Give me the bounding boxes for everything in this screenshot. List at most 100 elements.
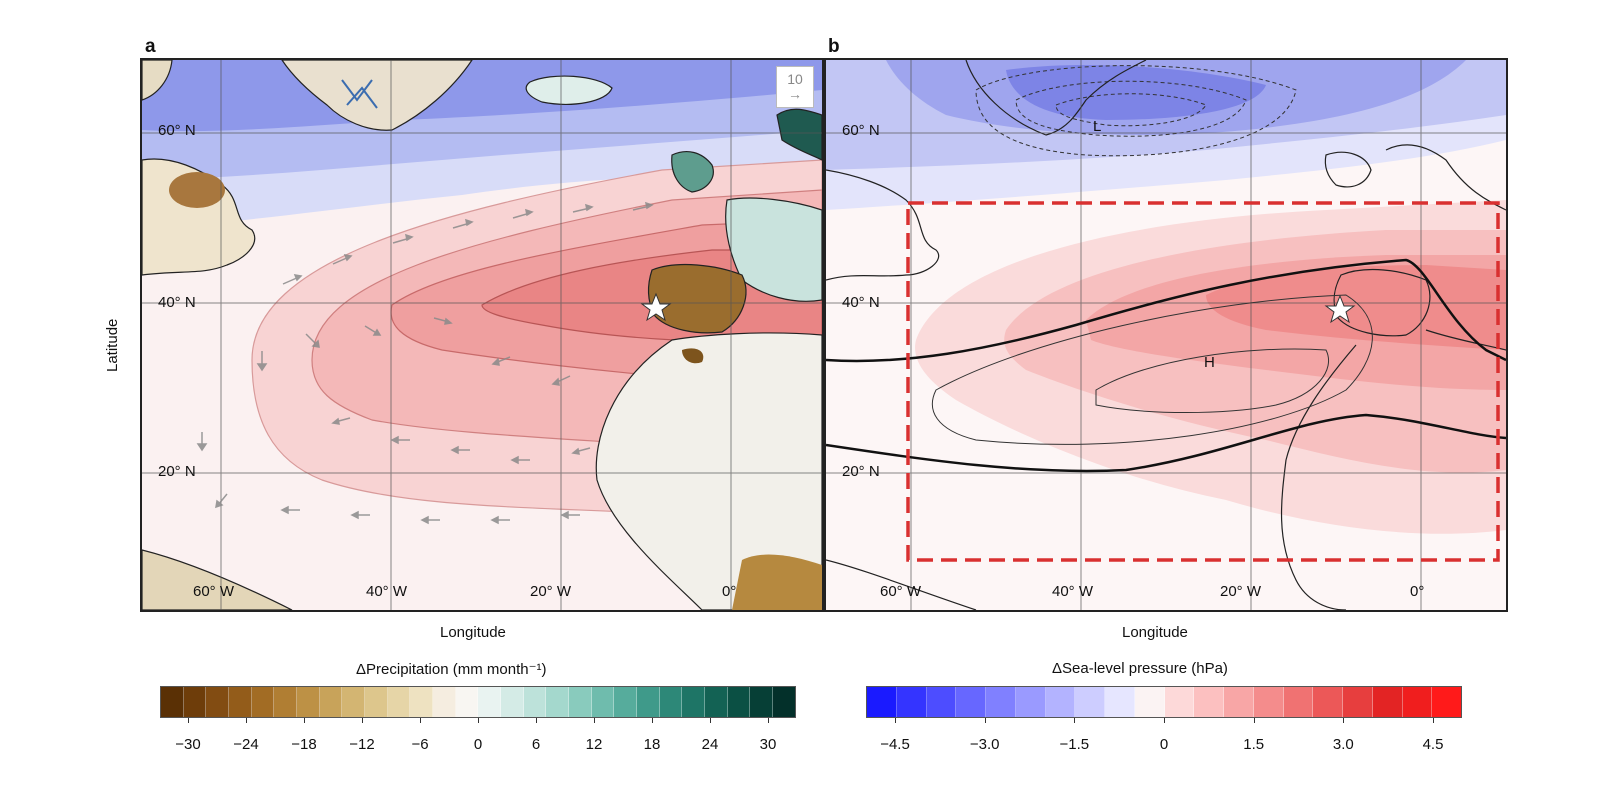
precip-colorbar-segment — [455, 687, 479, 717]
slp-colorbar-segment — [986, 687, 1016, 717]
precip-colorbar-segment — [705, 687, 728, 717]
precip-colorbar-tick-label: −18 — [291, 736, 317, 753]
slp-colorbar-segment — [1343, 687, 1373, 717]
precip-colorbar-tick-mark — [594, 718, 595, 723]
precip-colorbar-tick-label: −24 — [233, 736, 259, 753]
precip-colorbar-segment — [319, 687, 343, 717]
precip-colorbar-segment — [591, 687, 615, 717]
high-pressure-label: H — [1204, 354, 1215, 371]
precip-colorbar-tick-label: 0 — [473, 736, 483, 753]
precip-colorbar-tick-label: −12 — [349, 736, 375, 753]
precip-colorbar-title: ΔPrecipitation (mm month⁻¹) — [356, 661, 547, 678]
precip-colorbar-tick-mark — [246, 718, 247, 723]
slp-colorbar-tick-mark — [1343, 718, 1345, 723]
precip-colorbar-segment — [478, 687, 502, 717]
slp-colorbar-tick-label: 3.0 — [1332, 736, 1354, 753]
slp-colorbar-segment — [1045, 687, 1076, 717]
slp-colorbar-segment — [1432, 687, 1461, 717]
panel-b-lat-60: 60° N — [842, 122, 880, 139]
panel-a-lat-60: 60° N — [158, 122, 196, 139]
slp-colorbar-tick-label: 4.5 — [1422, 736, 1444, 753]
panel-a-lat-20: 20° N — [158, 463, 196, 480]
precip-colorbar-tick-label: −6 — [411, 736, 429, 753]
precip-colorbar-segment — [183, 687, 207, 717]
slp-colorbar-tick-mark — [1253, 718, 1255, 723]
precip-colorbar-tick-mark — [420, 718, 421, 723]
slp-colorbar-segment — [1313, 687, 1343, 717]
slp-colorbar-segment — [1253, 687, 1284, 717]
slp-colorbar-tick-mark — [1164, 718, 1165, 723]
precip-colorbar-segment — [773, 687, 795, 717]
precip-colorbar-segment — [274, 687, 298, 717]
precip-colorbar-segment — [206, 687, 230, 717]
panel-b-xlabel: Longitude — [1122, 624, 1188, 641]
slp-colorbar-segment — [1164, 687, 1195, 717]
slp-colorbar-tick-mark — [895, 718, 896, 723]
precip-colorbar-segment — [750, 687, 774, 717]
reference-vector-label: 10 — [787, 71, 803, 87]
slp-colorbar-tick-mark — [984, 718, 986, 723]
slp-colorbar-segment — [896, 687, 927, 717]
panel-b-lat-20: 20° N — [842, 463, 880, 480]
precip-colorbar-tick-mark — [536, 718, 537, 723]
slp-colorbar — [866, 686, 1462, 718]
panel-b-lon-40w: 40° W — [1052, 583, 1094, 600]
slp-colorbar-segment — [1075, 687, 1105, 717]
precip-colorbar-segment — [682, 687, 706, 717]
precip-colorbar — [160, 686, 796, 718]
panel-a-lon-0: 0° — [722, 583, 737, 600]
slp-colorbar-segment — [1402, 687, 1433, 717]
precip-colorbar-tick-label: 30 — [759, 736, 777, 753]
precip-colorbar-segment — [387, 687, 411, 717]
slp-colorbar-segment — [1105, 687, 1135, 717]
slp-colorbar-tick-label: 0 — [1159, 736, 1169, 753]
site-star-marker-b — [1324, 294, 1356, 324]
precip-colorbar-segment — [637, 687, 660, 717]
precip-colorbar-tick-mark — [710, 718, 711, 723]
site-star-marker — [640, 292, 672, 322]
precip-colorbar-segment — [251, 687, 275, 717]
slp-colorbar-segment — [1194, 687, 1224, 717]
precip-colorbar-segment — [410, 687, 434, 717]
panel-a-ylabel: Latitude — [104, 318, 121, 372]
slp-colorbar-tick-label: 1.5 — [1243, 736, 1265, 753]
precip-colorbar-segment — [342, 687, 366, 717]
panel-b-lon-20w: 20° W — [1220, 583, 1262, 600]
reference-vector-box: 10 → — [776, 66, 814, 108]
precip-colorbar-segment — [365, 687, 388, 717]
panel-a-map: 10 → — [140, 58, 824, 612]
precip-colorbar-segment — [229, 687, 252, 717]
slp-colorbar-segment — [1134, 687, 1165, 717]
precip-colorbar-tick-label: −30 — [175, 736, 201, 753]
panel-a-lon-40w: 40° W — [366, 583, 408, 600]
precip-colorbar-segment — [523, 687, 547, 717]
panel-b-lon-0: 0° — [1410, 583, 1425, 600]
low-pressure-label: L — [1093, 118, 1102, 135]
precip-colorbar-tick-mark — [304, 718, 305, 723]
slp-colorbar-tick-label: −4.5 — [880, 736, 910, 753]
slp-colorbar-segment — [956, 687, 986, 717]
panel-a-lon-60w: 60° W — [193, 583, 235, 600]
slp-colorbar-segment — [926, 687, 957, 717]
precip-colorbar-tick-mark — [188, 718, 189, 723]
panel-a-lat-40: 40° N — [158, 294, 196, 311]
precip-colorbar-segment — [614, 687, 638, 717]
slp-colorbar-tick-mark — [1433, 718, 1434, 723]
panel-a-xlabel: Longitude — [440, 624, 506, 641]
panel-b-map: L H — [824, 58, 1508, 612]
precip-colorbar-segment — [161, 687, 184, 717]
slp-colorbar-tick-mark — [1074, 718, 1076, 723]
precip-colorbar-tick-mark — [768, 718, 769, 723]
slp-colorbar-title: ΔSea-level pressure (hPa) — [1052, 660, 1228, 677]
reference-arrow-icon: → — [788, 86, 802, 102]
slp-colorbar-segment — [1283, 687, 1314, 717]
precip-colorbar-segment — [297, 687, 320, 717]
precip-colorbar-tick-label: 18 — [643, 736, 661, 753]
precip-colorbar-tick-mark — [362, 718, 363, 723]
slp-colorbar-segment — [1224, 687, 1254, 717]
precip-colorbar-segment — [433, 687, 456, 717]
precip-colorbar-tick-mark — [478, 718, 479, 723]
precip-colorbar-tick-label: 24 — [701, 736, 719, 753]
slp-colorbar-segment — [1372, 687, 1403, 717]
precip-colorbar-tick-label: 6 — [531, 736, 541, 753]
